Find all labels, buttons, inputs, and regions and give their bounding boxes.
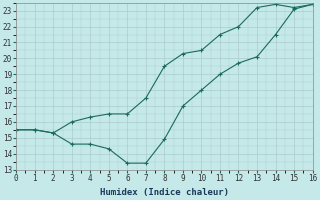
X-axis label: Humidex (Indice chaleur): Humidex (Indice chaleur) [100, 188, 229, 197]
